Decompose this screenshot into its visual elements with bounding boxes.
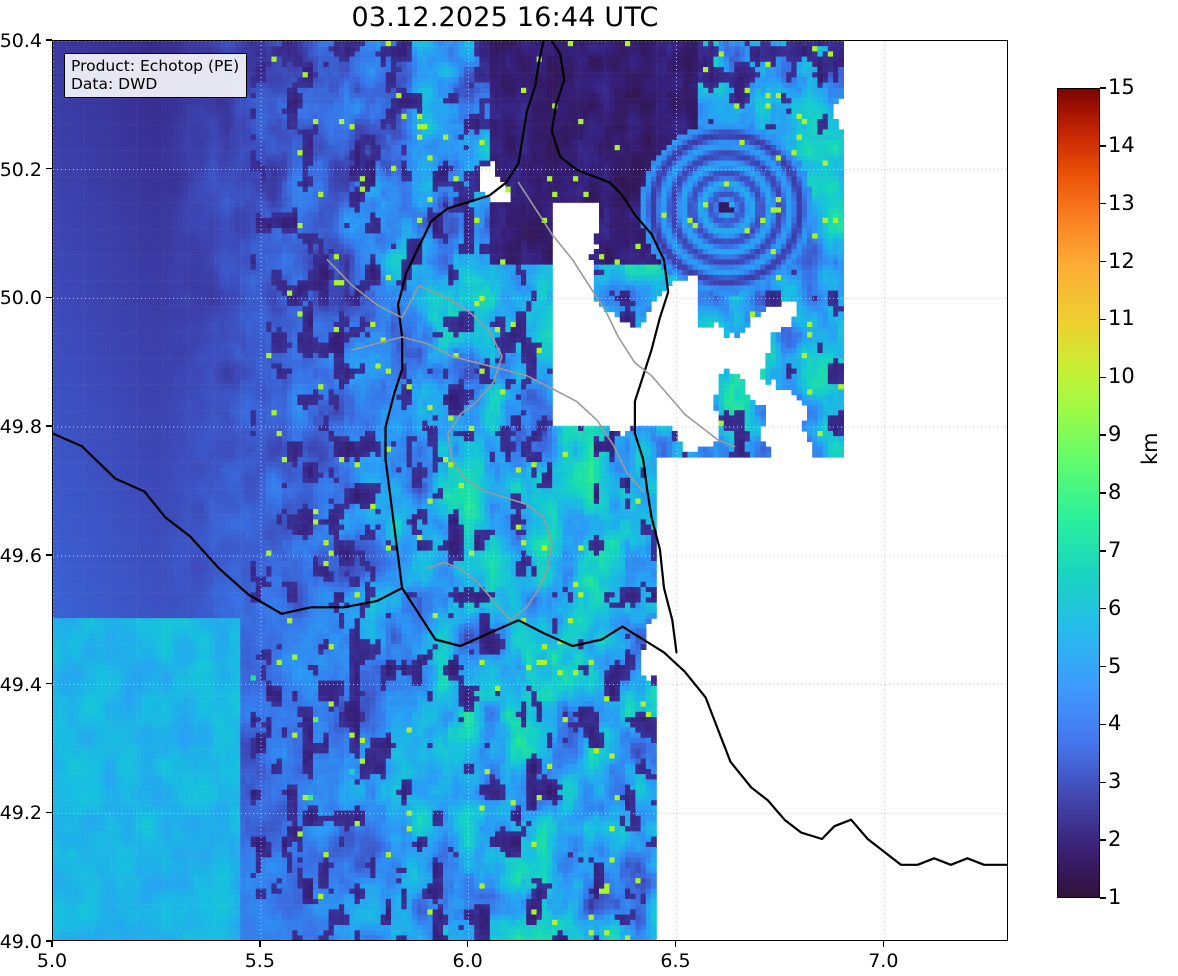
colorbar-tick-label: 2 [1108, 827, 1122, 852]
x-axis-label: 6.0 [452, 950, 483, 972]
colorbar-tick-mark [1100, 897, 1106, 899]
colorbar-tick-label: 13 [1108, 190, 1135, 215]
radar-raster-container [53, 41, 1007, 940]
colorbar-tick-mark [1100, 492, 1106, 494]
colorbar-tick-label: 15 [1108, 75, 1135, 99]
colorbar-gradient [1057, 88, 1100, 898]
y-tick-mark [46, 940, 52, 942]
y-axis-label: 49.6 [0, 544, 42, 567]
colorbar-tick-label: 11 [1108, 306, 1135, 331]
colorbar-tick-mark [1100, 608, 1106, 610]
y-tick-mark [46, 554, 52, 556]
colorbar-tick-label: 6 [1108, 595, 1122, 620]
colorbar-tick-mark [1100, 723, 1106, 726]
colorbar-tick-label: 3 [1108, 769, 1122, 794]
y-axis-label: 50.0 [0, 287, 42, 310]
map-borders-overlay [53, 41, 1007, 940]
y-axis-label: 49.0 [0, 931, 42, 953]
colorbar-tick-mark [1100, 665, 1106, 668]
colorbar-tick-label: 4 [1108, 711, 1122, 736]
colorbar-tick-mark [1100, 87, 1106, 89]
x-tick-mark [466, 941, 469, 947]
colorbar-tick-mark [1100, 260, 1106, 263]
y-axis-label: 49.2 [0, 802, 42, 825]
y-axis-label: 50.2 [0, 158, 42, 181]
y-tick-mark [46, 168, 52, 170]
y-tick-mark [46, 811, 52, 813]
y-tick-mark [46, 39, 52, 41]
colorbar-tick-label: 14 [1108, 132, 1135, 157]
colorbar-tick-mark [1100, 550, 1106, 552]
x-tick-mark [674, 941, 677, 947]
colorbar-tick-label: 5 [1108, 653, 1122, 678]
x-tick-mark [51, 941, 53, 947]
colorbar-tick-label: 12 [1108, 248, 1135, 273]
y-tick-mark [46, 425, 52, 427]
colorbar-tick-mark [1100, 145, 1106, 147]
y-tick-mark [46, 296, 52, 299]
colorbar-tick-mark [1100, 203, 1106, 205]
colorbar-tick-label: 1 [1108, 885, 1122, 909]
y-axis-label: 50.4 [0, 30, 42, 52]
colorbar-tick-label: 8 [1108, 480, 1122, 504]
y-axis-label: 49.8 [0, 416, 42, 439]
info-product-line: Product: Echotop (PE) [71, 57, 240, 75]
colorbar-unit-label: km [1138, 432, 1162, 465]
product-info-box: Product: Echotop (PE) Data: DWD [64, 53, 248, 98]
colorbar-tick-mark [1100, 839, 1106, 841]
colorbar-tick-mark [1100, 318, 1106, 321]
page-title: 03.12.2025 16:44 UTC [351, 2, 659, 33]
y-axis-label: 49.4 [0, 673, 42, 696]
x-axis-label: 5.0 [36, 950, 68, 972]
colorbar-tick-label: 7 [1108, 537, 1122, 562]
colorbar-tick-mark [1100, 781, 1106, 783]
colorbar-tick-mark [1100, 376, 1106, 378]
colorbar-tick-mark [1100, 434, 1106, 436]
colorbar-tick-label: 9 [1108, 422, 1122, 447]
y-tick-mark [46, 682, 52, 685]
x-axis-label: 6.5 [660, 950, 691, 972]
x-tick-mark [882, 941, 884, 947]
colorbar-tick-label: 10 [1108, 364, 1135, 389]
radar-map-plot[interactable]: Product: Echotop (PE) Data: DWD [52, 40, 1008, 941]
x-axis-label: 5.5 [244, 950, 275, 972]
radar-echotop-raster [53, 41, 1007, 940]
x-tick-mark [259, 941, 261, 947]
info-data-line: Data: DWD [71, 75, 158, 93]
x-axis-label: 7.0 [868, 950, 899, 972]
